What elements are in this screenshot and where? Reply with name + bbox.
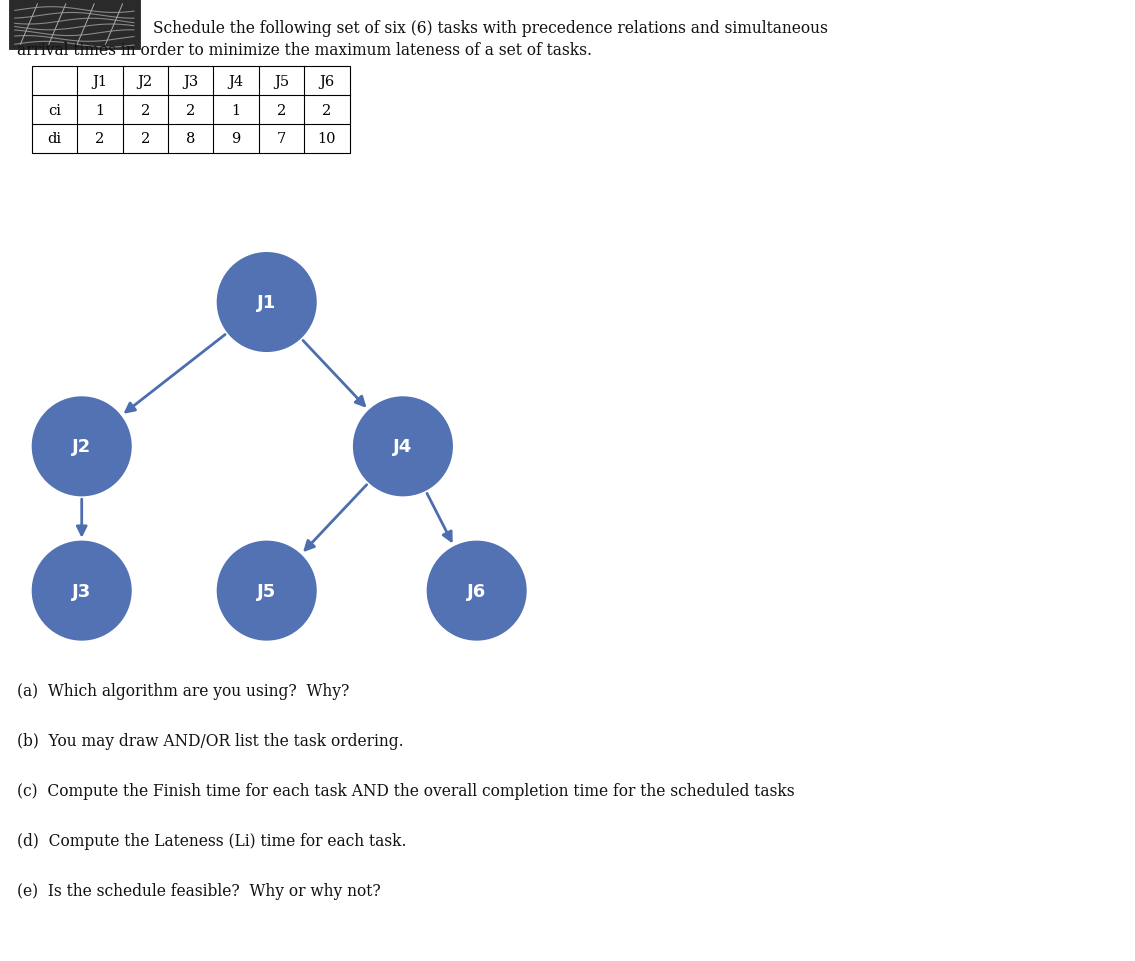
- Bar: [9, 0, 140, 50]
- Text: ci: ci: [48, 104, 61, 117]
- Text: 2: 2: [141, 104, 150, 117]
- Ellipse shape: [32, 541, 132, 641]
- Text: 2: 2: [277, 104, 286, 117]
- Text: 9: 9: [232, 133, 241, 146]
- Text: J1: J1: [92, 75, 108, 88]
- Text: J5: J5: [258, 582, 276, 600]
- Text: (e)  Is the schedule feasible?  Why or why not?: (e) Is the schedule feasible? Why or why…: [17, 882, 380, 899]
- Text: J1: J1: [258, 294, 276, 311]
- Text: J2: J2: [73, 438, 91, 456]
- Text: J3: J3: [73, 582, 91, 600]
- Text: Schedule the following set of six (6) tasks with precedence relations and simult: Schedule the following set of six (6) ta…: [153, 20, 829, 37]
- Text: 8: 8: [186, 133, 195, 146]
- Text: (a)  Which algorithm are you using?  Why?: (a) Which algorithm are you using? Why?: [17, 682, 350, 700]
- Text: J2: J2: [137, 75, 153, 88]
- Bar: [32, 67, 350, 154]
- Text: J6: J6: [468, 582, 486, 600]
- Ellipse shape: [217, 253, 317, 353]
- Text: 2: 2: [186, 104, 195, 117]
- Text: di: di: [48, 133, 61, 146]
- Text: J3: J3: [183, 75, 199, 88]
- Text: J4: J4: [394, 438, 412, 456]
- Text: (d)  Compute the Lateness (Li) time for each task.: (d) Compute the Lateness (Li) time for e…: [17, 832, 406, 850]
- Ellipse shape: [217, 541, 317, 641]
- Text: 1: 1: [232, 104, 241, 117]
- Text: 2: 2: [322, 104, 331, 117]
- Text: J5: J5: [274, 75, 289, 88]
- Text: arrival times in order to minimize the maximum lateness of a set of tasks.: arrival times in order to minimize the m…: [17, 42, 592, 60]
- Text: 1: 1: [95, 104, 104, 117]
- Ellipse shape: [32, 397, 132, 497]
- Ellipse shape: [427, 541, 527, 641]
- Text: J6: J6: [319, 75, 335, 88]
- Text: 2: 2: [95, 133, 104, 146]
- Text: J4: J4: [228, 75, 244, 88]
- Text: 2: 2: [141, 133, 150, 146]
- Text: (b)  You may draw AND/OR list the task ordering.: (b) You may draw AND/OR list the task or…: [17, 732, 404, 750]
- Text: 10: 10: [318, 133, 336, 146]
- Text: (c)  Compute the Finish time for each task AND the overall completion time for t: (c) Compute the Finish time for each tas…: [17, 782, 794, 800]
- Ellipse shape: [353, 397, 453, 497]
- Text: 7: 7: [277, 133, 286, 146]
